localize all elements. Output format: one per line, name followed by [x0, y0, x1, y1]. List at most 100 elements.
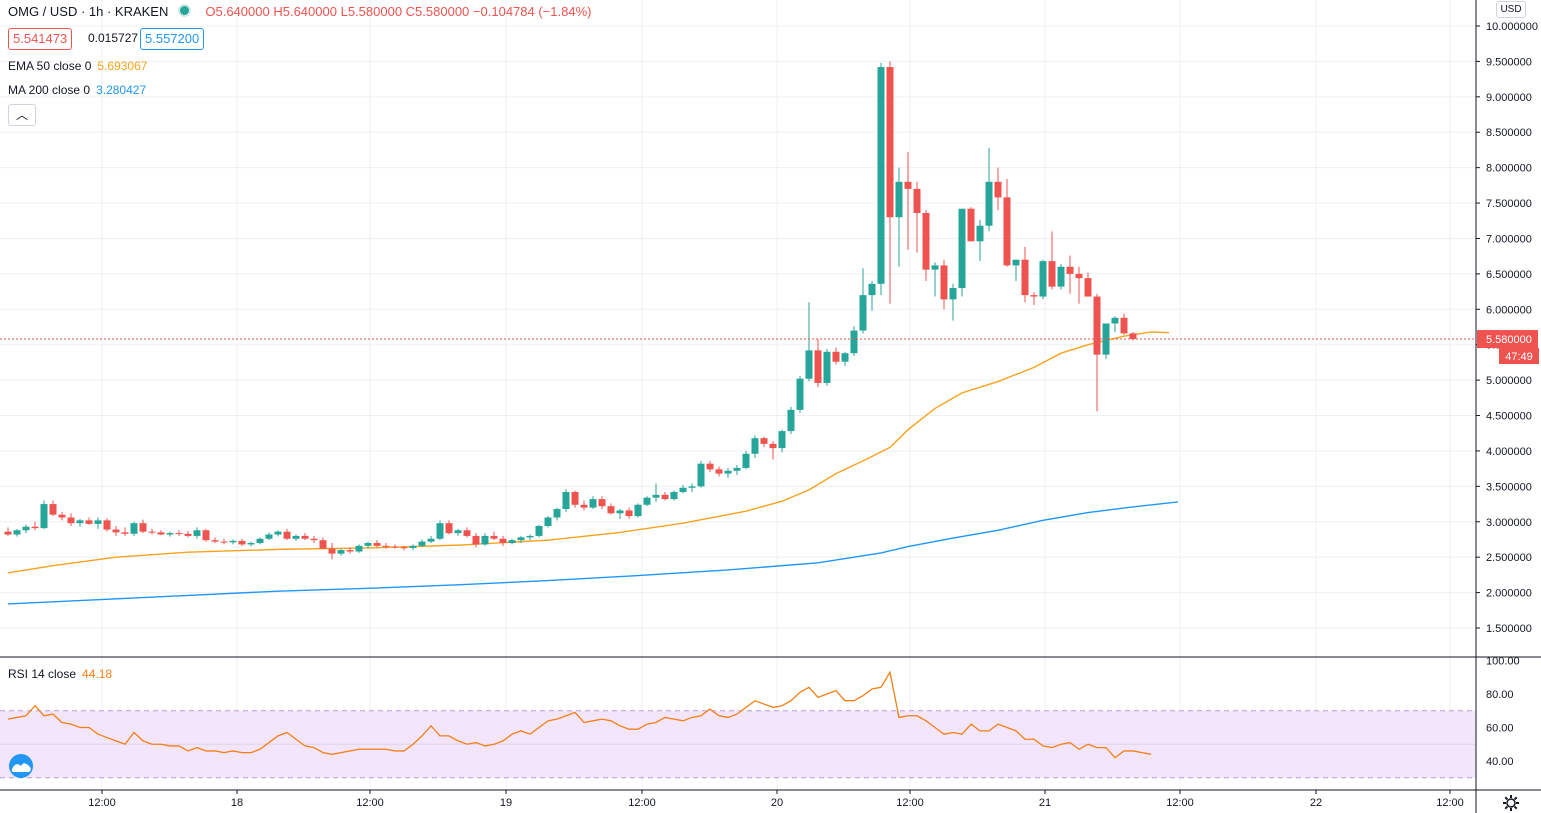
settings-gear-icon[interactable] — [1502, 794, 1520, 812]
candle-body — [751, 438, 759, 454]
current-price-label: 5.580000 — [1486, 334, 1532, 346]
candle — [760, 436, 768, 447]
candle-body — [760, 438, 768, 444]
candle — [283, 528, 291, 541]
candle-body — [481, 535, 489, 545]
candle-body — [13, 530, 21, 535]
currency-button[interactable]: USD — [1496, 1, 1526, 18]
candle-body — [1057, 266, 1065, 287]
candle — [85, 517, 93, 525]
candle — [589, 496, 597, 510]
ask-price[interactable]: 5.557200 — [140, 28, 205, 50]
price-tick-label: 6.000000 — [1486, 304, 1532, 316]
price-tick-label: 6.500000 — [1486, 269, 1532, 281]
candle-body — [949, 288, 957, 300]
candle-body — [1030, 295, 1038, 297]
candle — [58, 511, 66, 521]
candle-body — [859, 295, 867, 331]
candle — [157, 530, 165, 536]
candle — [310, 535, 318, 544]
candle — [841, 351, 849, 366]
price-tick-label: 8.000000 — [1486, 163, 1532, 175]
candle — [184, 530, 192, 538]
candle — [1111, 316, 1119, 332]
candle-body — [958, 208, 966, 289]
candle-body — [580, 504, 588, 508]
candle — [454, 528, 462, 536]
ema-label: EMA 50 close 0 — [8, 59, 92, 73]
candle-body — [823, 351, 831, 383]
ma-label: MA 200 close 0 — [8, 83, 91, 97]
candle-body — [22, 526, 30, 531]
bid-price[interactable]: 5.541473 — [8, 28, 73, 50]
market-status-dot — [178, 4, 192, 17]
candle — [103, 518, 111, 532]
ma-legend[interactable]: MA 200 close 0 3.280427 — [8, 83, 146, 97]
candle-body — [967, 208, 975, 242]
symbol-title[interactable]: OMG / USD · 1h · KRAKEN — [8, 4, 169, 19]
candle-body — [301, 535, 309, 539]
candle-body — [598, 499, 606, 507]
candle — [580, 500, 588, 511]
candle — [40, 500, 48, 529]
candle — [364, 541, 372, 549]
candle — [67, 513, 75, 527]
candle — [859, 268, 867, 334]
candle — [1075, 266, 1083, 304]
candle — [166, 531, 174, 537]
candle-body — [922, 212, 930, 270]
candle — [1003, 178, 1011, 267]
candle — [391, 544, 399, 549]
candle — [319, 537, 327, 549]
candle — [967, 207, 975, 242]
candle-body — [706, 463, 714, 470]
candle — [265, 532, 273, 541]
candle — [553, 507, 561, 521]
candle-body — [130, 523, 138, 534]
candle — [904, 152, 912, 250]
candle-body — [814, 350, 822, 383]
candle — [922, 210, 930, 281]
candle — [22, 524, 30, 534]
candle-body — [1066, 266, 1074, 274]
candle — [445, 520, 453, 535]
candle — [742, 450, 750, 470]
ema-legend[interactable]: EMA 50 close 0 5.693067 — [8, 59, 147, 73]
candle — [13, 528, 21, 537]
candle — [787, 407, 795, 434]
candle-body — [49, 504, 57, 515]
candle-body — [1120, 317, 1128, 334]
candle-body — [490, 535, 498, 539]
candle-body — [517, 537, 525, 541]
candle-body — [940, 265, 948, 300]
candle — [4, 527, 12, 536]
rsi-tick-label: 40.00 — [1486, 756, 1514, 768]
candle — [1093, 293, 1101, 412]
candle-body — [418, 541, 426, 546]
candle — [625, 507, 633, 519]
tradingview-logo-icon[interactable] — [6, 753, 36, 779]
candle-body — [634, 504, 642, 517]
ohlc-high: H5.640000 — [273, 4, 337, 19]
candle — [1066, 255, 1074, 294]
candle — [832, 347, 840, 365]
candle — [517, 535, 525, 544]
candle — [247, 541, 255, 547]
candle — [607, 503, 615, 515]
candle-body — [328, 548, 336, 554]
candle — [1012, 259, 1020, 281]
candle-body — [265, 534, 273, 539]
price-tick-label: 7.000000 — [1486, 233, 1532, 245]
rsi-value: 44.18 — [82, 667, 113, 681]
candle — [715, 466, 723, 477]
candle-body — [238, 540, 246, 545]
candle-body — [769, 443, 777, 449]
candle — [886, 61, 894, 304]
candle — [562, 489, 570, 512]
collapse-legend-button[interactable]: ︿ — [8, 104, 36, 126]
candle — [958, 208, 966, 297]
current-price-tag — [1477, 330, 1538, 349]
candle-body — [112, 529, 120, 533]
rsi-legend[interactable]: RSI 14 close 44.18 — [8, 667, 112, 681]
